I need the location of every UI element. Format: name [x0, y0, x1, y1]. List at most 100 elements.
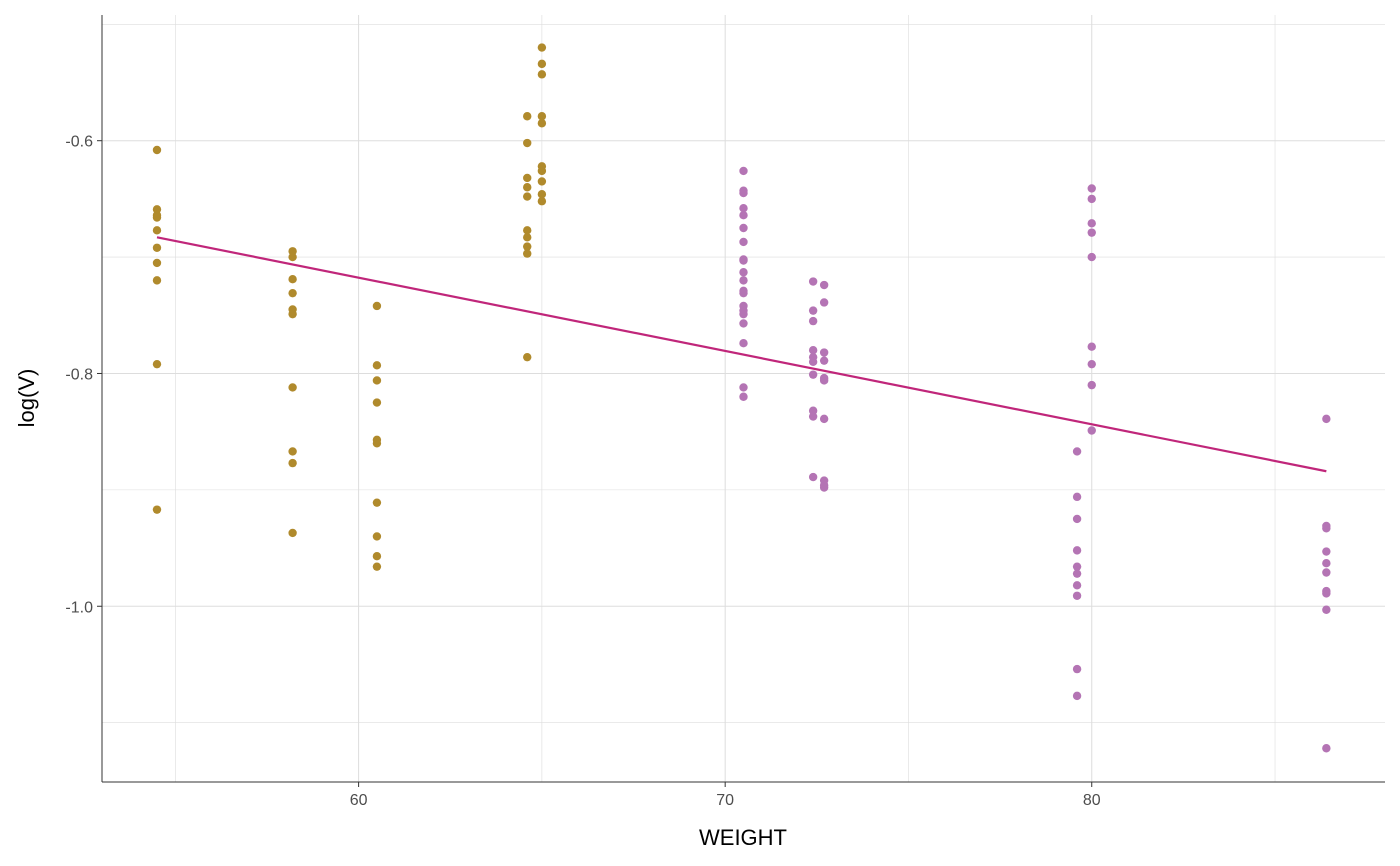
data-point — [808, 277, 818, 286]
data-point — [1072, 664, 1082, 674]
data-point — [739, 210, 748, 220]
data-point — [537, 190, 547, 199]
data-point — [808, 472, 818, 482]
data-point — [537, 119, 547, 128]
data-point — [739, 223, 748, 233]
x-tick-label: 60 — [350, 792, 368, 809]
data-point — [1087, 380, 1096, 390]
data-point — [808, 316, 818, 326]
data-point — [1072, 562, 1082, 571]
data-point — [1322, 547, 1331, 556]
data-point — [288, 247, 297, 256]
data-point — [1322, 524, 1331, 533]
data-point — [152, 205, 162, 214]
data-point — [1322, 568, 1331, 577]
data-point — [523, 226, 532, 235]
data-point — [537, 177, 547, 186]
data-point — [152, 226, 162, 235]
data-point — [372, 376, 382, 385]
data-point — [739, 188, 748, 198]
data-point — [808, 306, 818, 315]
data-point — [819, 414, 829, 424]
data-point — [1087, 342, 1096, 351]
data-point — [1072, 514, 1082, 524]
data-point — [1322, 558, 1331, 568]
y-tick-label: -1.0 — [65, 599, 93, 616]
data-point — [819, 348, 829, 357]
data-point — [372, 498, 382, 507]
data-point — [1087, 184, 1096, 193]
data-point — [372, 398, 382, 407]
y-axis-label: log(V) — [14, 369, 39, 428]
data-point — [523, 173, 532, 183]
data-point — [1087, 219, 1096, 228]
data-points — [152, 43, 1331, 753]
data-point — [288, 309, 297, 319]
data-point — [1072, 581, 1082, 590]
data-point — [1087, 426, 1096, 435]
data-point — [523, 233, 532, 242]
data-point — [372, 439, 382, 448]
data-point — [1087, 359, 1096, 369]
data-point — [152, 276, 162, 285]
data-point — [739, 276, 748, 285]
data-point — [1072, 447, 1082, 456]
data-point — [152, 359, 162, 369]
data-point — [537, 166, 547, 176]
data-point — [537, 112, 547, 121]
fit-line — [156, 236, 1327, 473]
data-point — [288, 447, 297, 456]
data-point — [1322, 589, 1331, 598]
data-point — [808, 370, 818, 379]
data-point — [739, 256, 748, 265]
data-point — [1322, 414, 1331, 424]
data-point — [1072, 691, 1082, 701]
data-point — [372, 552, 382, 561]
x-axis-label: WEIGHT — [699, 825, 787, 850]
data-point — [808, 412, 818, 421]
data-point — [288, 288, 297, 298]
data-point — [537, 43, 547, 52]
data-point — [819, 483, 829, 492]
data-point — [808, 406, 818, 415]
data-point — [1072, 569, 1082, 578]
x-tick-label: 70 — [716, 792, 734, 809]
data-point — [152, 145, 162, 155]
data-point — [288, 275, 297, 284]
data-point — [808, 345, 818, 355]
data-point — [819, 298, 829, 307]
data-point — [1072, 492, 1082, 502]
data-point — [739, 309, 748, 319]
data-point — [288, 252, 297, 262]
data-point — [152, 258, 162, 268]
data-point — [537, 197, 547, 206]
data-point — [523, 138, 532, 148]
data-point — [739, 383, 748, 392]
data-point — [372, 532, 382, 541]
data-point — [739, 268, 748, 277]
data-point — [1322, 744, 1331, 753]
data-point — [739, 339, 748, 348]
data-point — [739, 166, 748, 176]
data-point — [819, 356, 829, 365]
data-point — [1322, 605, 1331, 614]
x-tick-label: 80 — [1083, 792, 1101, 809]
data-point — [739, 204, 748, 213]
data-point — [152, 213, 162, 222]
data-point — [739, 237, 748, 247]
axes: 60 70 80 -0.6 -0.8 -1.0 — [65, 15, 1385, 809]
data-point — [819, 376, 829, 385]
data-point — [372, 562, 382, 571]
data-point — [1087, 228, 1096, 237]
data-point — [372, 301, 382, 311]
y-tick-label: -0.6 — [65, 134, 93, 151]
fit-line-group — [156, 236, 1327, 473]
data-point — [819, 280, 829, 290]
data-point — [537, 70, 547, 79]
data-point — [537, 59, 547, 69]
data-point — [1072, 546, 1082, 555]
data-point — [808, 357, 818, 367]
data-point — [523, 242, 532, 251]
data-point — [1087, 252, 1096, 262]
